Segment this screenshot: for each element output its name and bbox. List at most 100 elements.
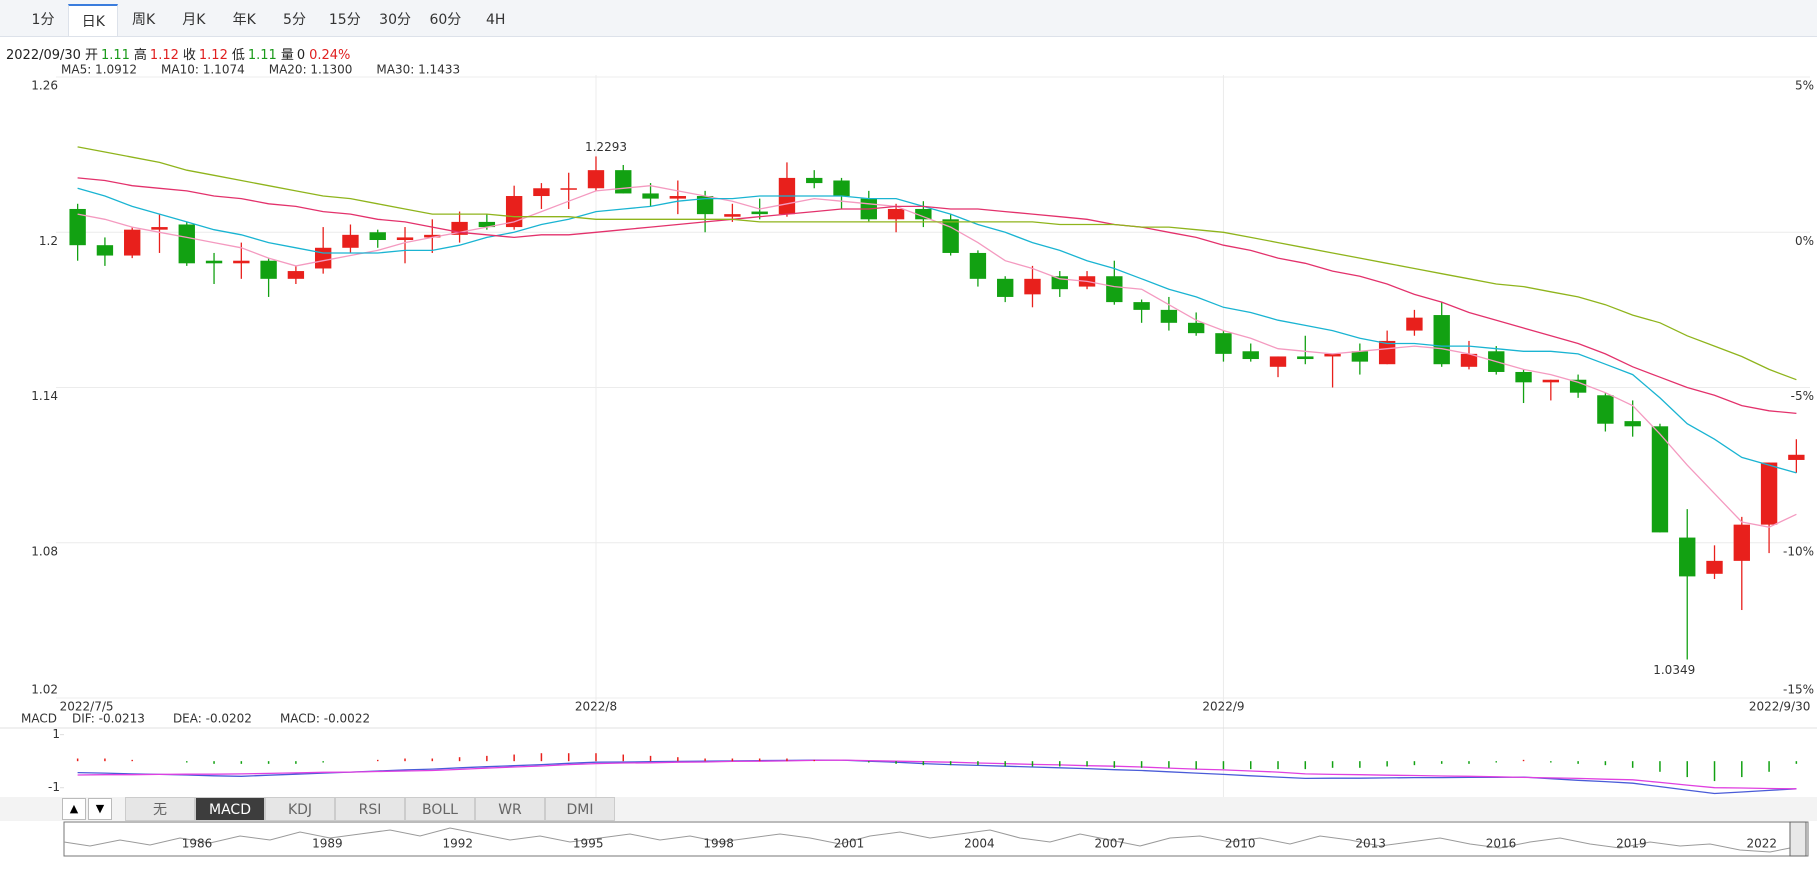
max-annotation: 1.2293	[585, 140, 627, 154]
navigator-year: 2010	[1225, 837, 1256, 851]
y2-tick-label: -10%	[1783, 544, 1814, 558]
navigator-year: 1989	[312, 837, 343, 851]
candle-body	[669, 196, 687, 199]
period-tab[interactable]: 1分	[31, 12, 55, 28]
quote-label: 高	[133, 48, 147, 63]
candle-body	[942, 219, 959, 253]
scroll-up-button[interactable]: ▲	[62, 798, 86, 820]
candle-body	[1242, 351, 1259, 360]
candle-body	[396, 237, 414, 241]
candle-body	[178, 224, 195, 264]
period-tab[interactable]: 30分	[379, 12, 411, 28]
period-tab[interactable]: 60分	[429, 12, 462, 28]
legend-entry: MACD: -0.0022	[280, 712, 370, 726]
indicator-tab[interactable]: WR	[475, 797, 545, 821]
ma-line	[77, 187, 1797, 474]
candle-body	[969, 252, 987, 279]
ma-line	[77, 146, 1797, 381]
quote-date: 2022/09/30	[6, 48, 81, 63]
period-tab[interactable]: 4H	[485, 12, 506, 28]
quote-value: 1.12	[198, 48, 228, 63]
quote-value: 1.11	[100, 48, 130, 63]
candle-body	[587, 170, 605, 189]
candle-body	[233, 260, 250, 264]
period-tab[interactable]: 月K	[182, 12, 206, 28]
y-tick-label: 1.14	[31, 389, 58, 403]
candle-body	[314, 247, 332, 269]
candle-body	[287, 271, 305, 279]
indicator-tab[interactable]: MACD	[195, 797, 265, 821]
candle-body	[1597, 395, 1614, 424]
candle-body	[696, 196, 714, 215]
candle-body	[369, 232, 386, 241]
candle-body	[1297, 356, 1314, 360]
candle-body	[96, 245, 114, 256]
quote-label: 量	[280, 48, 294, 63]
candle-body	[260, 260, 277, 279]
y-tick-label: -1	[48, 780, 60, 794]
navigator-year: 1995	[573, 837, 604, 851]
candle-body	[1106, 276, 1123, 303]
candle-body	[424, 234, 441, 238]
candle-body	[615, 170, 632, 194]
macd-line	[77, 759, 1797, 790]
navigator-year: 1992	[443, 837, 474, 851]
period-tab[interactable]: 15分	[328, 12, 361, 28]
candle-body	[751, 211, 768, 215]
legend-entry: DEA: -0.0202	[173, 712, 252, 726]
candle-body	[1351, 351, 1369, 362]
navigator-year: 1998	[703, 837, 734, 851]
period-tab[interactable]: 年K	[232, 12, 256, 28]
candle-body	[1433, 315, 1450, 365]
indicator-tab[interactable]: BOLL	[405, 797, 475, 821]
legend-entry: DIF: -0.0213	[72, 712, 145, 726]
navigator-year: 2007	[1095, 837, 1126, 851]
navigator-year: 2013	[1355, 837, 1386, 851]
period-tab[interactable]: 日K	[68, 4, 119, 36]
candle-body	[1024, 278, 1041, 295]
scroll-down-button[interactable]: ▼	[88, 798, 112, 820]
macd-line	[77, 759, 1797, 795]
min-annotation: 1.0349	[1653, 663, 1695, 677]
indicator-tab[interactable]: DMI	[545, 797, 615, 821]
y-tick-label: 1.26	[31, 79, 58, 93]
y2-tick-label: -15%	[1783, 683, 1814, 697]
navigator-line	[63, 827, 1791, 853]
candle-body	[1515, 371, 1532, 383]
candle-body	[997, 278, 1014, 297]
indicator-tab[interactable]: RSI	[335, 797, 405, 821]
candle-body	[533, 188, 550, 197]
ma-line	[77, 177, 1797, 415]
navigator-year: 1986	[182, 837, 213, 851]
candle-body	[1160, 309, 1178, 323]
period-tabs: 1分 日K 周K 月K 年K 5分 15分 30分 60分 4H	[0, 0, 1817, 37]
legend-entry: MA20: 1.1300	[269, 63, 353, 77]
indicator-tab[interactable]: 无	[125, 797, 195, 821]
y-tick-label: 1	[52, 727, 60, 741]
candle-body	[1706, 560, 1723, 574]
candle-body	[478, 221, 496, 228]
legend-entry: MA10: 1.1074	[161, 63, 245, 77]
quote-label: 低	[231, 48, 245, 63]
candle-body	[69, 208, 86, 246]
navigator-handle[interactable]	[1789, 821, 1807, 857]
x-tick-label: 2022/9	[1202, 700, 1244, 714]
candle-body	[887, 208, 905, 220]
candle-body	[342, 234, 359, 248]
candle-body	[1788, 454, 1805, 460]
indicator-tab[interactable]: KDJ	[265, 797, 335, 821]
quote-value: 1.11	[247, 48, 277, 63]
candle-body	[560, 188, 577, 190]
period-tab[interactable]: 周K	[132, 12, 156, 28]
y2-tick-label: 0%	[1795, 234, 1814, 248]
navigator-year: 2001	[834, 837, 865, 851]
y-tick-label: 1.08	[31, 544, 58, 558]
panel-title: MACD	[21, 712, 57, 726]
ma-line	[77, 185, 1797, 528]
x-tick-label: 2022/8	[575, 700, 617, 714]
candle-body	[806, 177, 823, 184]
candle-body	[505, 196, 523, 228]
period-tab[interactable]: 5分	[283, 12, 306, 28]
